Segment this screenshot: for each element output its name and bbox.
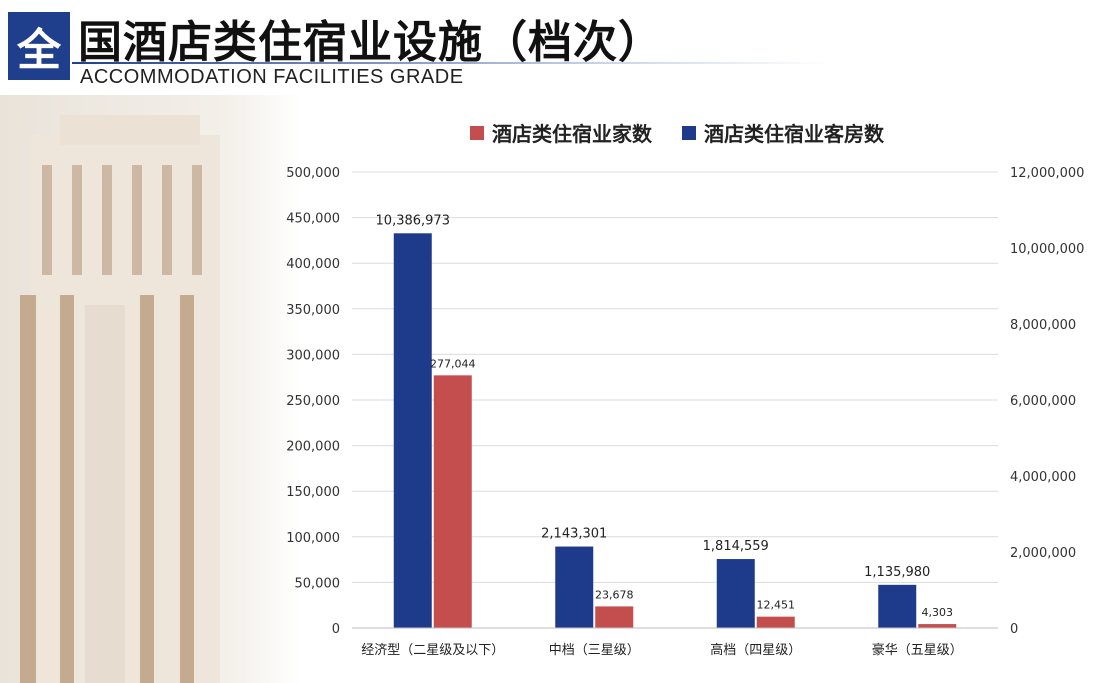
legend-swatch-blue	[682, 125, 696, 140]
bar-count	[918, 624, 957, 628]
legend-label-count: 酒店类住宿业家数	[492, 122, 652, 146]
left-axis-tick-label: 50,000	[295, 576, 341, 591]
page-subtitle: ACCOMMODATION FACILITIES GRADE	[80, 66, 464, 88]
data-label-count: 277,044	[430, 357, 476, 370]
left-axis-tick-label: 200,000	[286, 440, 340, 455]
bar-rooms	[878, 584, 917, 628]
left-axis-tick-label: 350,000	[286, 303, 340, 318]
right-axis-tick-label: 6,000,000	[1010, 394, 1076, 409]
bar-rooms	[716, 559, 755, 628]
right-axis-tick-label: 8,000,000	[1010, 318, 1076, 333]
data-label-count: 23,678	[595, 588, 634, 601]
left-axis-tick-label: 100,000	[286, 531, 340, 546]
left-axis-tick-label: 0	[332, 622, 340, 637]
left-axis-tick-label: 300,000	[286, 348, 340, 363]
legend-swatch-red	[470, 125, 484, 140]
left-axis-tick-label: 250,000	[286, 394, 340, 409]
right-axis-tick-label: 4,000,000	[1010, 470, 1076, 485]
right-axis-tick-label: 10,000,000	[1010, 242, 1084, 257]
left-axis-tick-label: 400,000	[286, 257, 340, 272]
right-axis-tick-label: 12,000,000	[1010, 166, 1084, 181]
data-label-rooms: 10,386,973	[376, 213, 450, 228]
page-header: 全 国酒店类住宿业设施（档次） ACCOMMODATION FACILITIES…	[0, 0, 1094, 95]
bar-count	[756, 616, 795, 628]
legend-item-count: 酒店类住宿业家数	[470, 118, 652, 147]
bar-count	[595, 606, 634, 628]
category-label: 中档（三星级）	[549, 643, 640, 658]
category-label: 高档（四星级）	[710, 642, 801, 658]
data-label-rooms: 1,135,980	[864, 565, 930, 580]
bar-count	[433, 375, 472, 628]
left-axis-tick-label: 500,000	[286, 166, 340, 181]
bar-rooms	[393, 233, 432, 628]
right-axis-tick-label: 2,000,000	[1010, 546, 1076, 561]
badge: 全	[8, 12, 70, 80]
building-image	[0, 95, 300, 683]
left-axis-tick-label: 450,000	[286, 212, 340, 227]
data-label-rooms: 2,143,301	[541, 527, 607, 542]
bar-rooms	[555, 546, 594, 628]
page-title: 国酒店类住宿业设施（档次）	[78, 17, 663, 68]
title-rule	[72, 62, 832, 64]
category-label: 经济型（二星级及以下）	[361, 643, 504, 658]
left-axis-tick-label: 150,000	[286, 485, 340, 500]
category-label: 豪华（五星级）	[872, 642, 963, 658]
chart-legend: 酒店类住宿业家数 酒店类住宿业客房数	[470, 118, 884, 147]
data-label-count: 4,303	[922, 606, 954, 619]
legend-item-rooms: 酒店类住宿业客房数	[682, 118, 884, 147]
data-label-rooms: 1,814,559	[703, 539, 769, 554]
right-axis-tick-label: 0	[1010, 622, 1018, 637]
data-label-count: 12,451	[757, 599, 796, 612]
legend-label-rooms: 酒店类住宿业客房数	[704, 122, 884, 146]
